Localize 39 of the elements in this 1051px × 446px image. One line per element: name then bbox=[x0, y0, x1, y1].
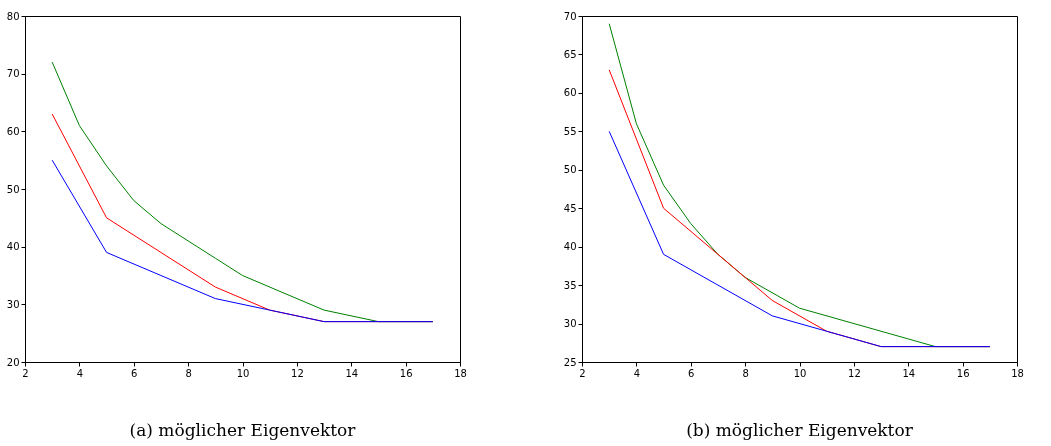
y-tick-label: 50 bbox=[563, 164, 577, 176]
text: (a) möglicher Eigenvektor bbox=[129, 420, 357, 440]
y-tick-label: 80 bbox=[6, 10, 20, 22]
x-tick-label: 6 bbox=[688, 367, 695, 379]
y-tick-label: 60 bbox=[6, 125, 20, 137]
line-series bbox=[608, 130, 991, 348]
x-tick-label: 4 bbox=[76, 367, 84, 379]
y-tick-label: 40 bbox=[563, 241, 577, 253]
x-tick-label: 2 bbox=[579, 367, 586, 379]
x-tick-label: 8 bbox=[185, 367, 192, 379]
y-tick-label: 40 bbox=[6, 241, 20, 253]
x-tick-label: 18 bbox=[454, 367, 467, 379]
y-tick-label: 30 bbox=[563, 318, 577, 330]
x-tick-label: 2 bbox=[22, 367, 29, 379]
x-tick-label: 14 bbox=[345, 367, 359, 379]
x-tick-label: 14 bbox=[902, 367, 916, 379]
y-tick-label: 65 bbox=[563, 48, 577, 60]
y-tick-label: 70 bbox=[6, 68, 20, 80]
x-tick-label: 18 bbox=[1011, 367, 1024, 379]
x-tick-label: 4 bbox=[633, 367, 641, 379]
y-tick-label: 30 bbox=[6, 298, 20, 310]
x-tick-label: 12 bbox=[291, 367, 304, 379]
text: (b) möglicher Eigenvektor bbox=[686, 420, 914, 440]
y-tick-label: 60 bbox=[563, 87, 577, 99]
y-tick-label: 20 bbox=[6, 356, 20, 368]
x-tick-label: 16 bbox=[399, 367, 413, 379]
x-tick-label: 10 bbox=[236, 367, 250, 379]
x-tick-label: 16 bbox=[956, 367, 970, 379]
x-tick-label: 8 bbox=[742, 367, 749, 379]
y-tick-label: 45 bbox=[563, 202, 577, 214]
y-tick-label: 70 bbox=[563, 10, 577, 22]
y-tick-label: 55 bbox=[563, 125, 577, 137]
y-tick-label: 50 bbox=[6, 183, 20, 195]
y-tick-label: 35 bbox=[563, 279, 577, 291]
x-tick-label: 6 bbox=[131, 367, 138, 379]
y-tick-label: 25 bbox=[563, 356, 577, 368]
x-tick-label: 12 bbox=[848, 367, 861, 379]
line-series bbox=[51, 159, 434, 323]
x-tick-label: 10 bbox=[793, 367, 807, 379]
